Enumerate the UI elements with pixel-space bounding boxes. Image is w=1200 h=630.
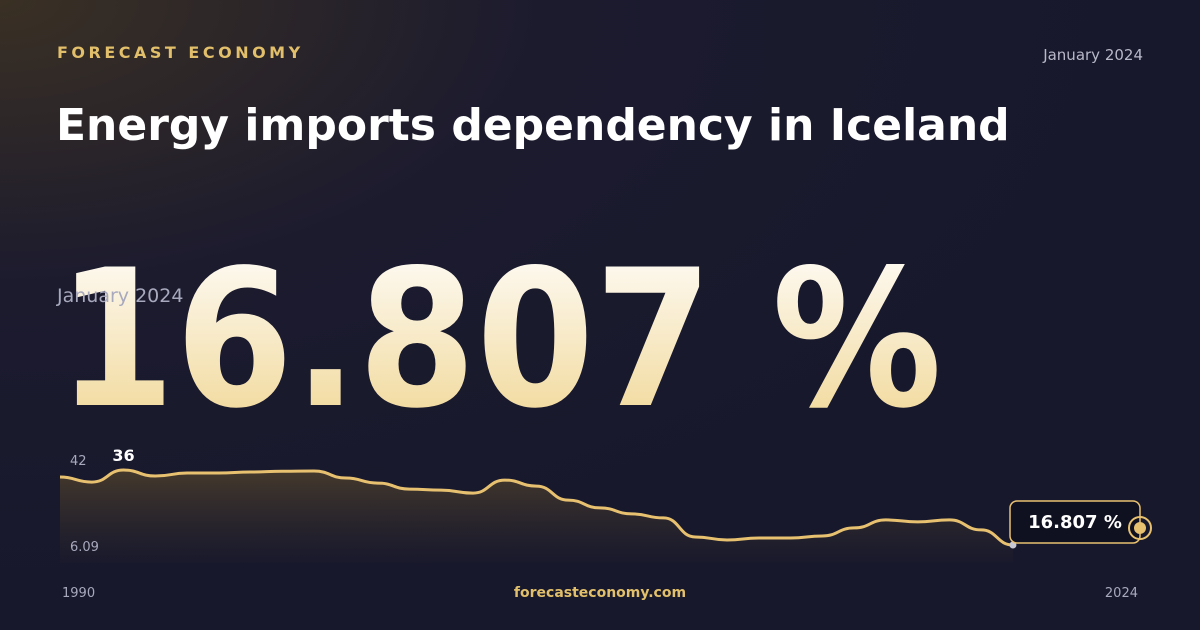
x-tick-label: 1990 [62,586,95,601]
headline-value: 16.807 % [57,229,942,450]
date: January 2024 [1042,46,1143,64]
peak-label: 36 [112,446,134,465]
marker-ring [1128,516,1152,540]
headline-date: January 2024 [56,285,183,307]
title: Energy imports dependency in Iceland [56,100,1010,151]
x-tick-label: 2024 [1105,586,1138,601]
y-tick-label: 6.09 [70,540,99,555]
y-tick-label: 42 [70,454,87,469]
line [59,468,1014,547]
marker-dot [1134,522,1146,534]
value-badge-label: 16.807 % [1028,512,1122,533]
sparkline: 36 42 6.09 1990 2024 16.807 % [59,446,1152,601]
kicker: FORECAST ECONOMY [57,43,304,62]
source: forecasteconomy.com [514,585,686,601]
area [60,470,1013,563]
